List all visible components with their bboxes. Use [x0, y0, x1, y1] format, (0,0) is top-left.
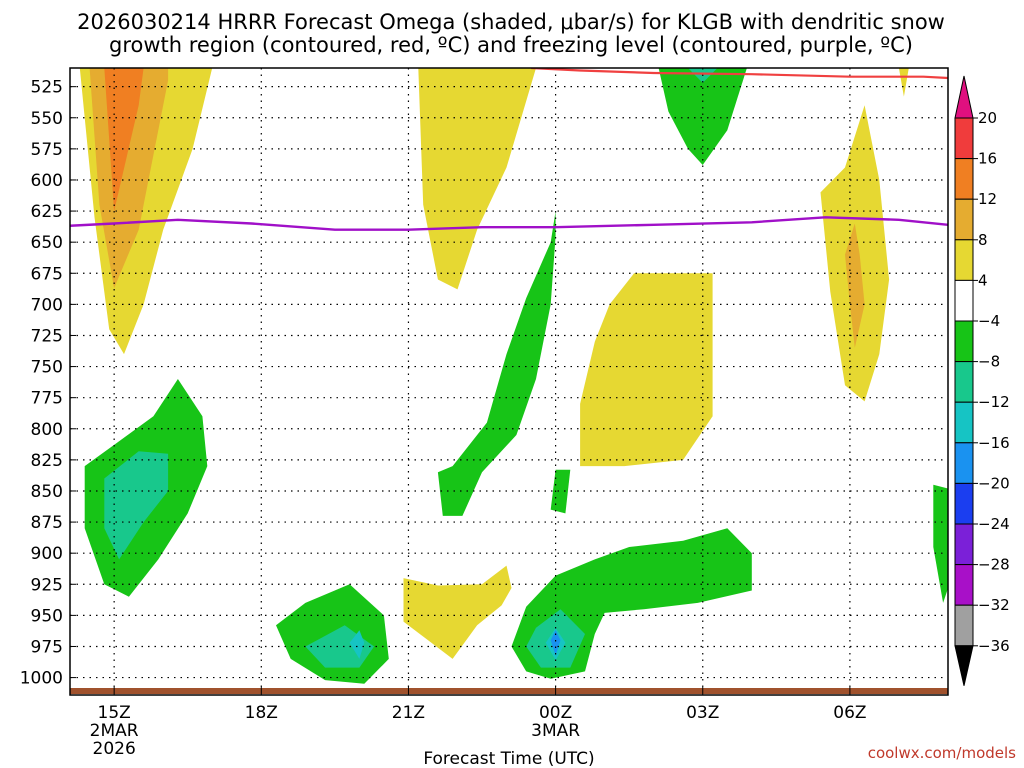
x-tick-label: 15Z — [98, 703, 131, 723]
y-tick-label: 825 — [31, 451, 63, 471]
colorbar-label: −16 — [978, 434, 1010, 452]
plot-frame — [69, 67, 949, 696]
y-tick-label: 1000 — [20, 669, 63, 689]
omega-region-20 — [550, 630, 561, 656]
colorbar-label: −32 — [978, 596, 1010, 614]
y-tick-label: 900 — [31, 544, 63, 564]
omega-region-8 — [898, 68, 909, 97]
colorbar-swatch — [954, 279, 974, 322]
y-tick-label: 875 — [31, 513, 63, 533]
y-tick-label: 650 — [31, 233, 63, 253]
omega-region-7 — [845, 223, 865, 348]
colorbar-label: −36 — [978, 637, 1010, 655]
x-tick-label: 00Z — [539, 703, 572, 723]
colorbar-swatch — [954, 158, 974, 200]
x-tick-label: 21Z — [392, 703, 425, 723]
colorbar-swatch — [954, 523, 974, 566]
y-tick-label: 975 — [31, 637, 63, 657]
colorbar-swatch — [954, 564, 974, 606]
y-tick-label: 925 — [31, 575, 63, 595]
colorbar-label: 4 — [978, 271, 988, 289]
y-tick-label: 850 — [31, 482, 63, 502]
colorbar-swatch — [954, 361, 974, 403]
omega-region-3 — [418, 68, 536, 290]
omega-region-10 — [437, 211, 556, 516]
colorbar-label: −12 — [978, 393, 1010, 411]
y-tick-label: 750 — [31, 358, 63, 378]
x-tick-label: 03Z — [686, 703, 719, 723]
x-tick-year: 2026 — [93, 739, 136, 759]
omega-region-11 — [550, 469, 571, 514]
colorbar-swatch — [954, 320, 974, 363]
dendritic-growth-contour — [531, 68, 948, 80]
omega-region-9 — [580, 273, 713, 467]
y-tick-label: 700 — [31, 295, 63, 315]
colorbar-swatch — [954, 239, 974, 281]
colorbar-swatch — [954, 401, 974, 444]
y-tick-label: 800 — [31, 420, 63, 440]
colorbar-swatch — [954, 117, 974, 160]
omega-region-2 — [104, 68, 144, 212]
y-tick-label: 950 — [31, 606, 63, 626]
omega-region-16 — [349, 630, 365, 659]
y-tick-label: 675 — [31, 264, 63, 284]
freezing-level-contour — [70, 216, 948, 231]
colorbar-label: −8 — [978, 353, 1000, 371]
omega-region-4 — [658, 68, 747, 165]
y-tick-label: 525 — [31, 78, 63, 98]
credit-text: coolwx.com/models — [868, 744, 1016, 762]
y-axis: 525 550 575 600 625 650 675 700 725 750 775 800 825 8… — [20, 78, 76, 689]
colorbar-label: 16 — [978, 150, 997, 168]
colorbar: 20 16 12 8 4 −4 −8 −12 −16 −20 −24 −28 −32 −36 — [954, 75, 1010, 686]
y-tick-label: 550 — [31, 109, 63, 129]
chart-title-line2: growth region (contoured, red, ºC) and f… — [109, 33, 913, 57]
y-tick-label: 600 — [31, 171, 63, 191]
colorbar-label: −20 — [978, 474, 1010, 492]
x-tick-date: 3MAR — [531, 721, 580, 741]
colorbar-label: −24 — [978, 515, 1010, 533]
colorbar-label: −28 — [978, 556, 1010, 574]
x-tick-date: 2MAR — [90, 721, 139, 741]
omega-region-21 — [403, 565, 512, 659]
surface-band — [70, 688, 948, 694]
chart-title-line1: 2026030214 HRRR Forecast Omega (shaded, … — [77, 10, 945, 34]
x-tick-label: 18Z — [245, 703, 278, 723]
colorbar-swatch — [954, 482, 974, 525]
y-tick-label: 725 — [31, 326, 63, 346]
omega-region-22 — [933, 484, 948, 603]
y-tick-label: 625 — [31, 202, 63, 222]
omega-region-13 — [104, 451, 169, 560]
colorbar-swatch — [954, 604, 974, 647]
omega-shading — [79, 68, 948, 684]
colorbar-bottom-arrow — [954, 645, 974, 686]
colorbar-label: −4 — [978, 312, 1000, 330]
colorbar-label: 20 — [978, 109, 997, 127]
colorbar-swatch — [954, 442, 974, 484]
x-axis-title: Forecast Time (UTC) — [423, 749, 594, 768]
grid-lines — [70, 68, 948, 695]
contour-lines — [70, 68, 948, 231]
colorbar-label: 12 — [978, 190, 997, 208]
y-tick-label: 775 — [31, 389, 63, 409]
y-tick-label: 575 — [31, 140, 63, 160]
x-tick-label: 06Z — [833, 703, 866, 723]
colorbar-swatch — [954, 198, 974, 241]
colorbar-label: 8 — [978, 231, 988, 249]
